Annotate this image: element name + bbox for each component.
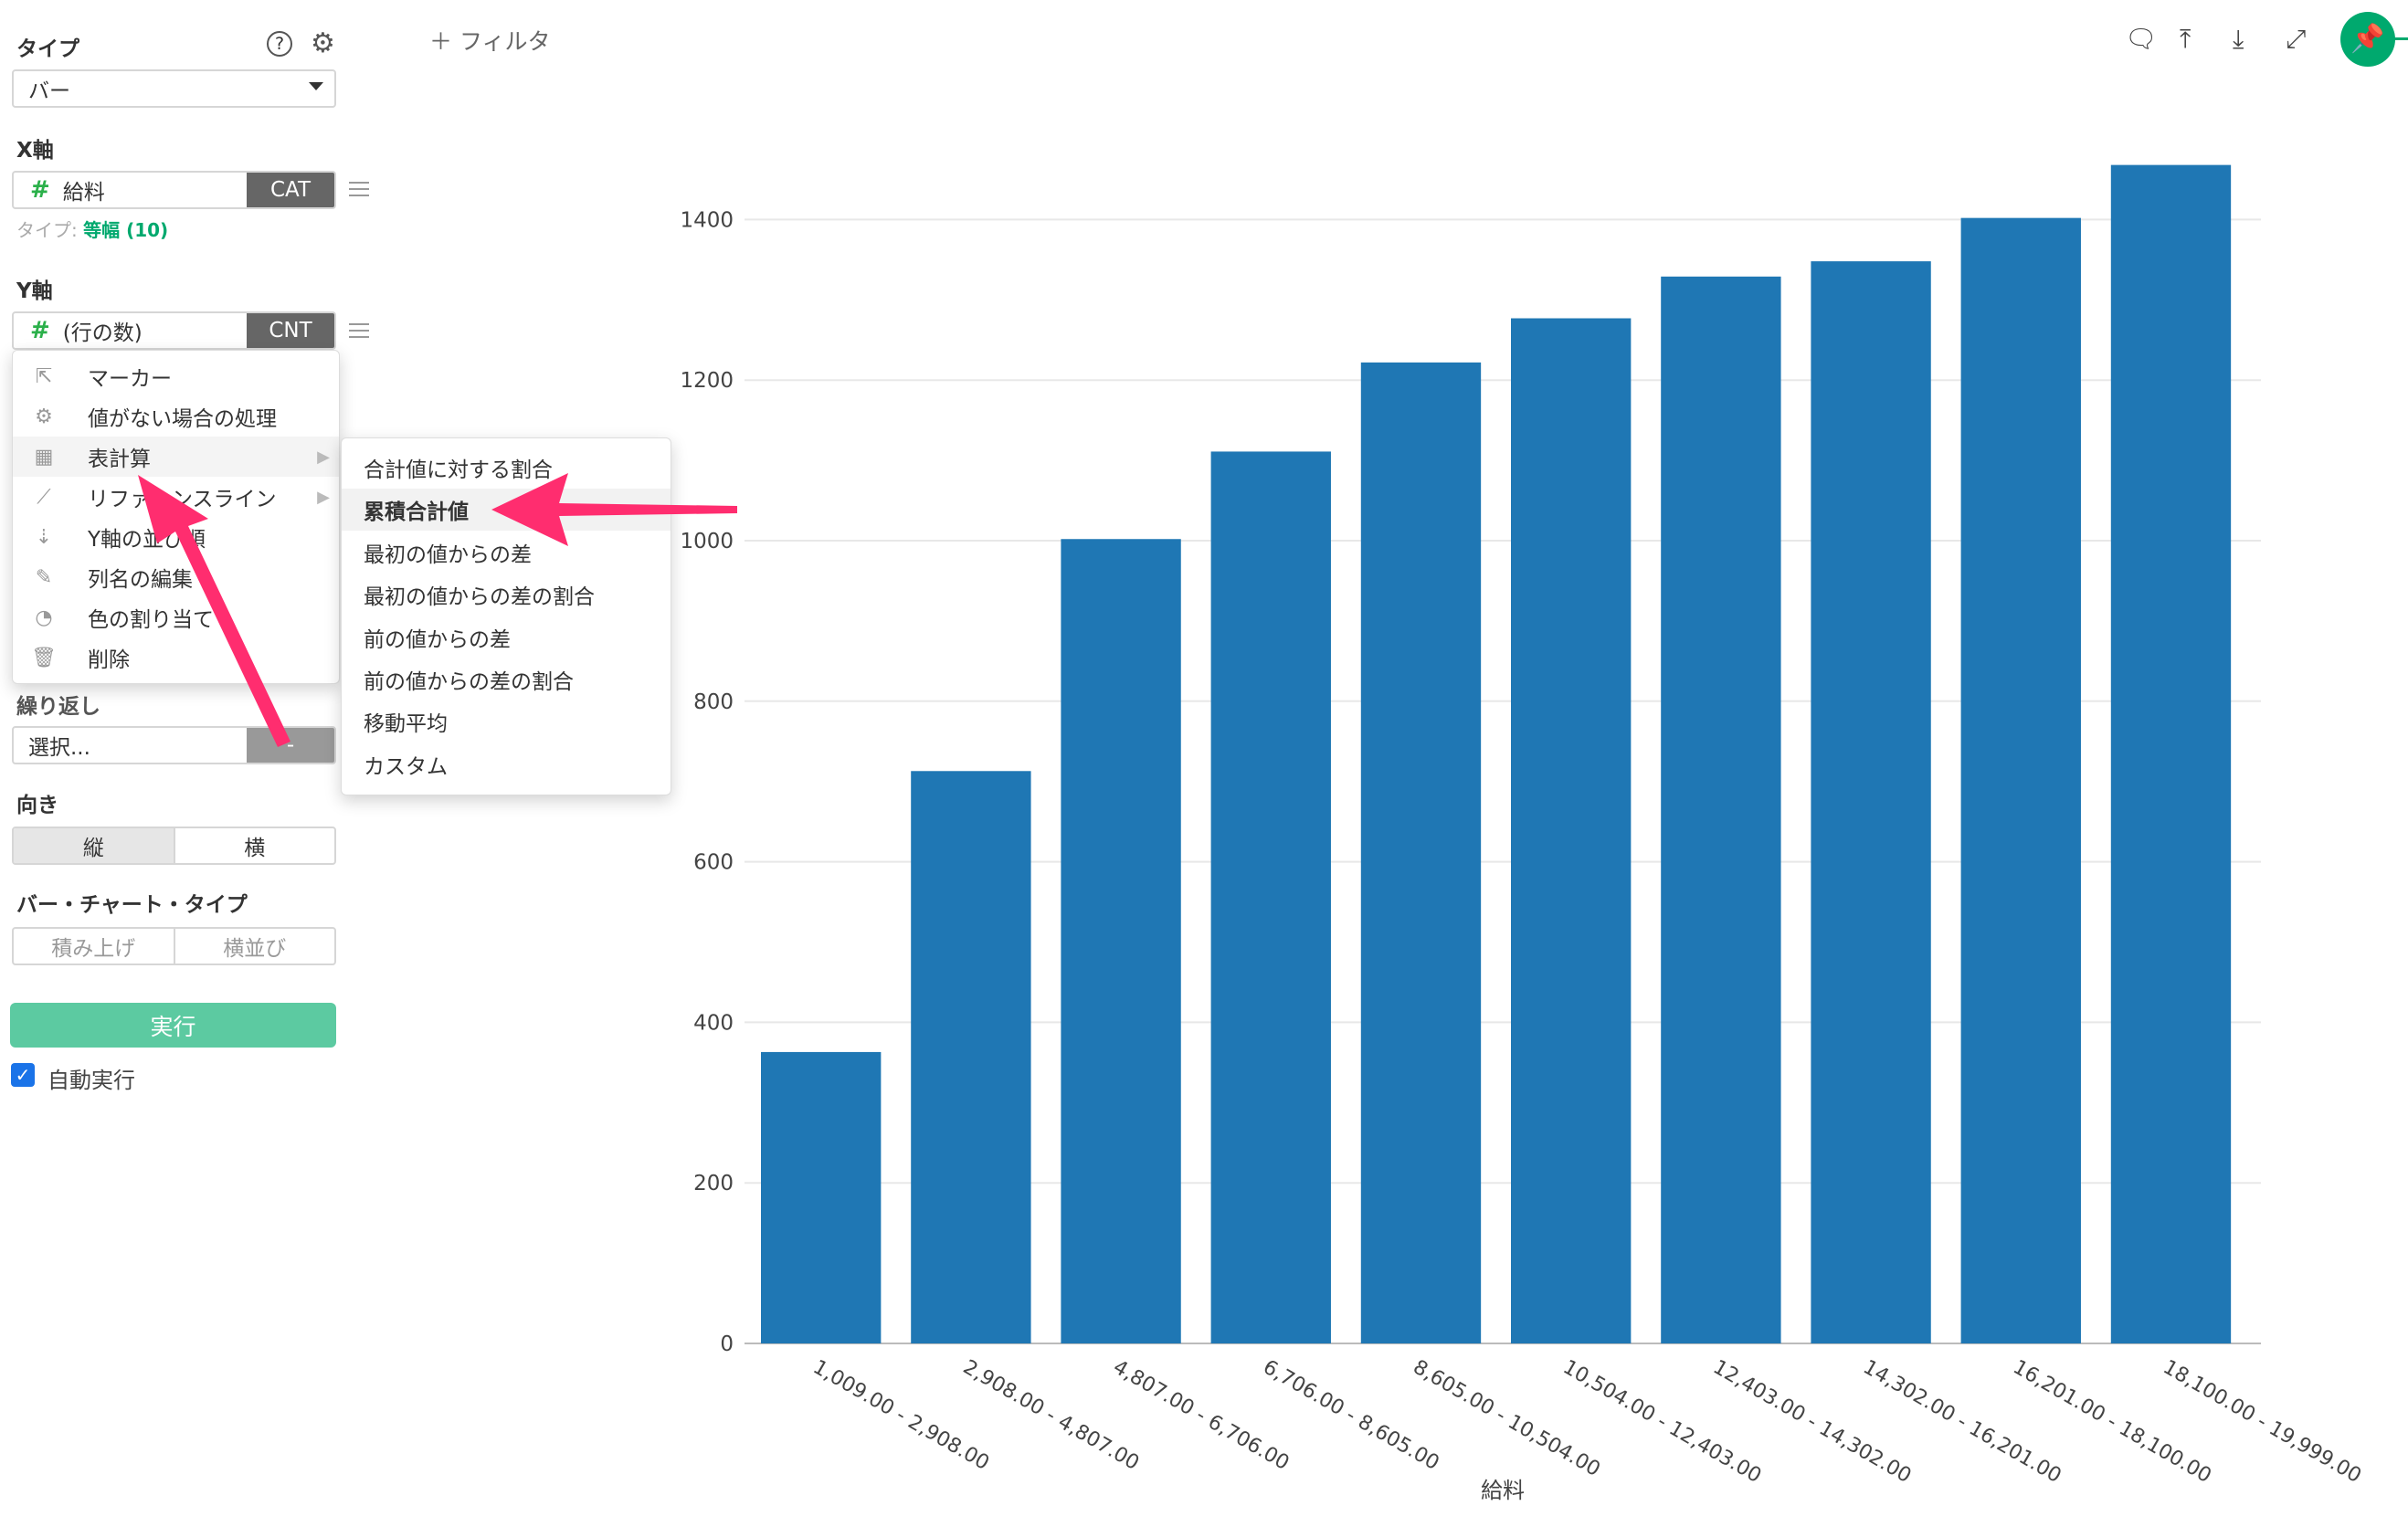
- y-axis-field[interactable]: # (行の数) CNT: [12, 311, 336, 350]
- submenu-item[interactable]: 前の値からの差: [364, 627, 511, 652]
- chart-type-value: バー: [28, 79, 70, 103]
- menu-item-label: 表計算: [88, 448, 151, 471]
- y-tick-label: 600: [693, 851, 734, 875]
- y-tick-label: 400: [693, 1011, 734, 1035]
- orientation-horizontal[interactable]: 横: [173, 828, 335, 863]
- gear-icon: ⚙: [35, 405, 53, 428]
- gear-icon[interactable]: ⚙: [311, 27, 335, 59]
- menu-item[interactable]: 🗑 削除: [13, 637, 339, 678]
- plus-icon: ＋: [429, 28, 453, 55]
- submenu-item[interactable]: 移動平均: [364, 712, 448, 737]
- edit-icon: ✎: [35, 565, 53, 589]
- menu-item[interactable]: ▦ 表計算 ▶: [13, 437, 339, 477]
- y-menu-icon[interactable]: [349, 323, 369, 338]
- bar-type-stacked[interactable]: 積み上げ: [51, 937, 136, 961]
- menu-item[interactable]: ⇣ Y軸の並び順: [13, 517, 339, 557]
- expand-icon[interactable]: ⤢: [2286, 24, 2307, 54]
- number-icon: #: [30, 176, 50, 204]
- upload-icon[interactable]: ⤒: [2180, 24, 2191, 54]
- line-chart-icon: ⟋: [37, 485, 51, 509]
- y-tick-label: 1200: [680, 369, 734, 393]
- pin-icon[interactable]: 📌: [2340, 12, 2395, 67]
- x-menu-icon[interactable]: [349, 182, 369, 196]
- table-calculation-submenu: 合計値に対する割合累積合計値最初の値からの差最初の値からの差の割合 前の値からの差…: [341, 437, 671, 795]
- auto-run-label: 自動実行: [48, 1068, 135, 1093]
- chevron-down-icon: [309, 82, 323, 90]
- cursor-icon: ⇱: [35, 364, 53, 388]
- help-icon[interactable]: ?: [267, 31, 292, 57]
- x-type-value[interactable]: 等幅 (10): [83, 219, 169, 241]
- download-icon[interactable]: ⤓: [2233, 24, 2244, 54]
- menu-item-label: マーカー: [88, 367, 172, 391]
- submenu-item[interactable]: カスタム: [364, 754, 448, 779]
- bar[interactable]: [1061, 539, 1181, 1343]
- submenu-item[interactable]: 最初の値からの差: [364, 542, 532, 567]
- bar[interactable]: [911, 771, 1031, 1343]
- bar[interactable]: [1960, 217, 2081, 1344]
- sort-icon: ⇣: [35, 525, 53, 549]
- auto-run-checkbox[interactable]: ✓: [11, 1063, 35, 1087]
- x-axis-field[interactable]: # 給料 CAT: [12, 171, 336, 209]
- bar-type-label: バー・チャート・タイプ: [16, 893, 248, 917]
- bar[interactable]: [1811, 261, 1931, 1343]
- x-cat-button[interactable]: CAT: [247, 173, 334, 207]
- menu-item-label: リファレンスライン: [88, 488, 277, 511]
- y-tick-label: 1000: [680, 530, 734, 553]
- menu-item-label: 値がない場合の処理: [88, 407, 277, 431]
- trash-icon: 🗑: [31, 646, 57, 669]
- menu-item[interactable]: ⚙ 値がない場合の処理: [13, 396, 339, 437]
- bar[interactable]: [761, 1051, 882, 1343]
- table-icon: ▦: [34, 445, 54, 469]
- repeat-placeholder: 選択...: [28, 736, 90, 760]
- x-axis-title: 給料: [1481, 1478, 1525, 1503]
- bar[interactable]: [1360, 362, 1482, 1343]
- menu-item[interactable]: ⟋ リファレンスライン ▶: [13, 477, 339, 517]
- column-context-menu: ⇱ マーカー ⚙ 値がない場合の処理 ▦ 表計算 ▶ ⟋ リファレンスライン ▶ ⇣ Y軸の並び順 ✎ 列…: [12, 350, 340, 684]
- chart-type-select[interactable]: バー: [12, 69, 336, 108]
- menu-item[interactable]: ◔ 色の割り当て: [13, 597, 339, 637]
- menu-item[interactable]: ⇱ マーカー: [13, 356, 339, 396]
- run-button[interactable]: 実行: [10, 1003, 336, 1048]
- submenu-item[interactable]: 最初の値からの差の割合: [364, 585, 595, 610]
- x-type-prefix: タイプ:: [16, 219, 78, 241]
- bar[interactable]: [1661, 276, 1781, 1344]
- y-tick-label: 1400: [680, 208, 734, 232]
- y-tick-label: 0: [720, 1332, 734, 1356]
- bar[interactable]: [1511, 318, 1632, 1344]
- x-field-name: 給料: [62, 181, 105, 205]
- x-axis-label: X軸: [16, 139, 54, 163]
- y-axis-label: Y軸: [16, 279, 53, 303]
- orientation-label: 向き: [16, 794, 58, 817]
- type-label: タイプ: [16, 37, 79, 61]
- submenu-item[interactable]: 前の値からの差の割合: [364, 670, 574, 694]
- menu-item-label: 列名の編集: [88, 568, 193, 592]
- y-cnt-button[interactable]: CNT: [247, 313, 334, 348]
- y-field-name: (行の数): [62, 321, 143, 345]
- palette-icon: ◔: [35, 606, 53, 629]
- comment-icon[interactable]: 🗨: [2125, 24, 2158, 54]
- bar-type-grouped[interactable]: 横並び: [173, 929, 335, 964]
- orientation-toggle: 縦 横: [12, 827, 336, 865]
- menu-item-label: Y軸の並び順: [88, 528, 206, 552]
- chevron-right-icon: ▶: [317, 487, 330, 507]
- y-tick-label: 800: [693, 690, 734, 714]
- add-filter-button[interactable]: ＋ フィルタ: [429, 24, 550, 57]
- menu-item-label: 削除: [88, 648, 130, 672]
- menu-item-label: 色の割り当て: [88, 608, 214, 632]
- bar[interactable]: [2110, 164, 2232, 1343]
- orientation-vertical[interactable]: 縦: [14, 828, 174, 863]
- menu-item[interactable]: ✎ 列名の編集: [13, 557, 339, 597]
- submenu-item[interactable]: 累積合計値: [342, 489, 671, 532]
- bar[interactable]: [1210, 451, 1331, 1343]
- bar-type-toggle: 積み上げ 横並び: [12, 927, 336, 965]
- chevron-right-icon: ▶: [317, 447, 330, 467]
- submenu-item[interactable]: 合計値に対する割合: [364, 458, 553, 482]
- pin-connector: [2393, 37, 2408, 40]
- y-tick-label: 200: [693, 1172, 734, 1195]
- x-type-info: タイプ: 等幅 (10): [16, 216, 168, 242]
- filter-label: フィルタ: [459, 28, 551, 55]
- repeat-label: 繰り返し: [16, 695, 100, 719]
- number-icon: #: [30, 317, 50, 344]
